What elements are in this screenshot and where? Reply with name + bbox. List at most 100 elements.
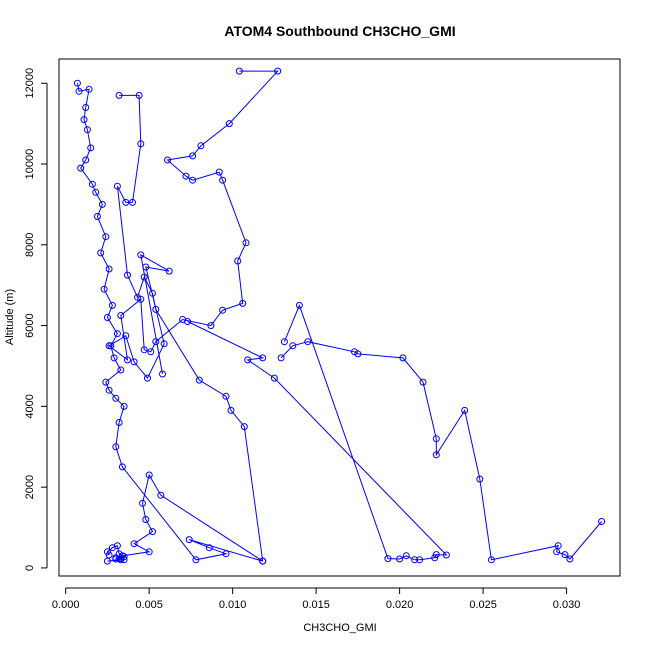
- x-tick-label: 0.005: [135, 599, 163, 611]
- data-point: [476, 475, 484, 483]
- data-point: [192, 556, 200, 564]
- data-point: [396, 555, 404, 563]
- data-point: [182, 172, 190, 180]
- series-line: [187, 303, 448, 561]
- data-point: [215, 168, 223, 176]
- data-point: [240, 423, 248, 431]
- data-point: [142, 516, 150, 523]
- data-point: [82, 104, 90, 111]
- data-point: [93, 213, 101, 220]
- data-point: [189, 152, 197, 160]
- data-point: [411, 556, 419, 564]
- data-point: [115, 91, 123, 99]
- data-point: [442, 551, 450, 559]
- data-point: [244, 356, 252, 364]
- data-point: [105, 386, 113, 394]
- data-point: [402, 552, 410, 560]
- y-tick-label: 0: [24, 565, 36, 571]
- data-point: [207, 322, 215, 330]
- y-axis-label: Altitude (m): [4, 289, 16, 345]
- data-point: [97, 249, 105, 257]
- data-point: [112, 443, 120, 451]
- data-point: [197, 142, 205, 150]
- data-point: [159, 370, 166, 378]
- data-point: [118, 463, 126, 471]
- data-point: [117, 312, 125, 319]
- data-point: [134, 293, 141, 301]
- data-point: [152, 305, 160, 313]
- data-point: [80, 116, 88, 124]
- data-point: [112, 394, 120, 402]
- data-point: [399, 354, 407, 362]
- data-point: [259, 557, 267, 565]
- data-point: [432, 551, 440, 559]
- data-point: [274, 67, 282, 75]
- data-point: [165, 267, 173, 275]
- y-tick-label: 2000: [24, 475, 36, 499]
- plot-frame: [58, 58, 621, 577]
- data-point: [234, 257, 242, 265]
- data-point: [227, 406, 235, 414]
- data-point: [113, 182, 121, 190]
- y-axis: 0 2000 4000 6000 8000 10000 12000: [24, 68, 48, 571]
- data-point: [147, 348, 155, 356]
- data-point: [351, 348, 358, 356]
- data-point: [487, 556, 495, 564]
- series-line: [76, 83, 263, 562]
- data-point: [115, 419, 123, 426]
- data-point: [152, 338, 160, 346]
- data-point: [124, 356, 131, 364]
- data-point: [566, 555, 574, 563]
- x-axis: 0.000 0.005 0.010 0.015 0.020 0.025 0.030: [52, 587, 581, 611]
- data-point: [235, 67, 243, 75]
- data-point: [113, 330, 121, 338]
- x-tick-label: 0.030: [553, 599, 581, 611]
- data-point: [75, 87, 83, 95]
- data-point: [354, 350, 362, 358]
- y-tick-label: 12000: [24, 68, 36, 99]
- data-point: [149, 528, 156, 536]
- data-point: [124, 271, 131, 279]
- y-tick-label: 10000: [24, 149, 36, 180]
- data-point: [239, 299, 247, 307]
- data-point: [384, 555, 392, 563]
- data-point: [102, 233, 110, 241]
- data-point: [129, 198, 136, 206]
- data-point: [461, 406, 469, 414]
- data-point: [144, 374, 151, 382]
- data-point: [184, 318, 192, 325]
- data-point: [242, 239, 250, 247]
- x-tick-label: 0.020: [386, 599, 414, 611]
- data-point: [120, 556, 128, 564]
- data-point: [160, 340, 168, 348]
- data-point: [108, 544, 116, 552]
- data-point: [122, 198, 130, 206]
- data-point: [88, 180, 96, 188]
- y-tick-label: 8000: [24, 233, 36, 257]
- data-point: [432, 435, 440, 443]
- data-point: [280, 338, 288, 346]
- data-point: [164, 156, 171, 164]
- data-point: [270, 374, 278, 382]
- data-point: [110, 354, 118, 362]
- data-point: [295, 301, 303, 309]
- x-tick-label: 0.025: [469, 599, 497, 611]
- data-point: [259, 354, 267, 362]
- data-point: [553, 548, 561, 556]
- data-point: [83, 126, 91, 134]
- data-point: [92, 188, 100, 196]
- x-tick-label: 0.010: [219, 599, 247, 611]
- data-point: [73, 79, 81, 87]
- data-point: [120, 402, 128, 410]
- data-point: [137, 251, 145, 259]
- data-point: [195, 376, 203, 384]
- x-tick-label: 0.015: [302, 599, 330, 611]
- data-point: [304, 338, 312, 346]
- data-point: [130, 358, 138, 366]
- data-point: [419, 378, 427, 386]
- data-point: [225, 120, 233, 128]
- series-layer: [73, 67, 606, 565]
- data-point: [157, 491, 165, 499]
